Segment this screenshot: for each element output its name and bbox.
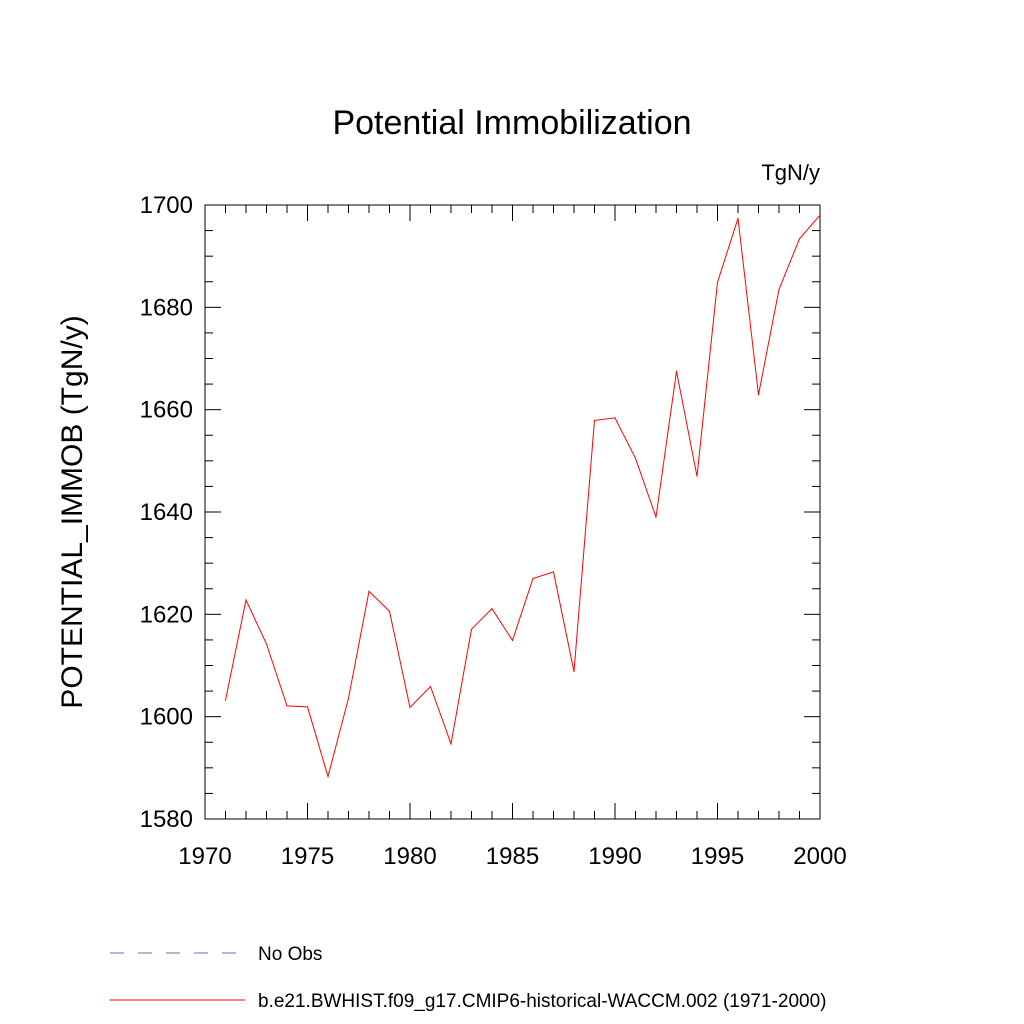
y-tick-label: 1580 (140, 806, 193, 833)
x-tick-label: 1995 (691, 843, 744, 870)
x-tick-label: 1980 (383, 843, 436, 870)
data-point (470, 628, 473, 630)
y-tick-label: 1700 (140, 192, 193, 219)
data-point (368, 590, 370, 592)
data-point (778, 288, 780, 291)
y-tick-label: 1600 (140, 704, 193, 731)
data-point (593, 419, 596, 422)
x-tick-label: 1985 (486, 843, 539, 870)
data-point (388, 610, 391, 612)
data-point (716, 281, 719, 283)
x-tick-label: 2000 (793, 843, 846, 870)
data-point (265, 643, 268, 645)
chart-title: Potential Immobilization (332, 104, 691, 142)
data-point (757, 394, 760, 396)
data-point (819, 214, 821, 216)
data-point (696, 475, 698, 477)
y-axis-label: POTENTIAL_IMMOB (TgN/y) (56, 315, 89, 708)
y-tick-label: 1660 (140, 397, 193, 424)
data-point (429, 685, 432, 688)
data-point (737, 217, 739, 219)
data-point (614, 417, 616, 419)
x-tick-label: 1975 (281, 843, 334, 870)
data-point (532, 577, 534, 580)
y-tick-label: 1680 (140, 294, 193, 321)
data-point (224, 699, 227, 701)
data-point (573, 671, 575, 673)
data-point (245, 599, 247, 601)
data-point (798, 238, 801, 240)
data-point (675, 370, 678, 372)
data-point (347, 697, 350, 699)
data-point (306, 706, 309, 708)
y-tick-label: 1620 (140, 601, 193, 628)
units-label: TgN/y (761, 160, 820, 185)
data-point (511, 639, 514, 642)
series-line (225, 214, 821, 779)
axes: 1970 1975 1980 1985 1990 1995 2000 1580 1600 1620… (140, 192, 847, 870)
x-tick-label: 1990 (588, 843, 641, 870)
legend-label-no-obs: No Obs (258, 944, 322, 965)
data-point (450, 743, 452, 745)
plot-frame (204, 204, 821, 820)
data-point (655, 516, 657, 518)
legend: No Obs b.e21.BWHIST.f09_g17.CMIP6-histor… (110, 944, 826, 1012)
x-tick-label: 1970 (178, 843, 231, 870)
y-tick-label: 1640 (140, 499, 193, 526)
data-point (409, 706, 411, 709)
data-point (552, 571, 555, 573)
data-point (286, 705, 288, 707)
series-layer (224, 214, 821, 779)
legend-label-model: b.e21.BWHIST.f09_g17.CMIP6-historical-WA… (258, 991, 826, 1012)
data-point (634, 457, 637, 459)
data-point (327, 775, 329, 778)
data-point (491, 608, 493, 610)
